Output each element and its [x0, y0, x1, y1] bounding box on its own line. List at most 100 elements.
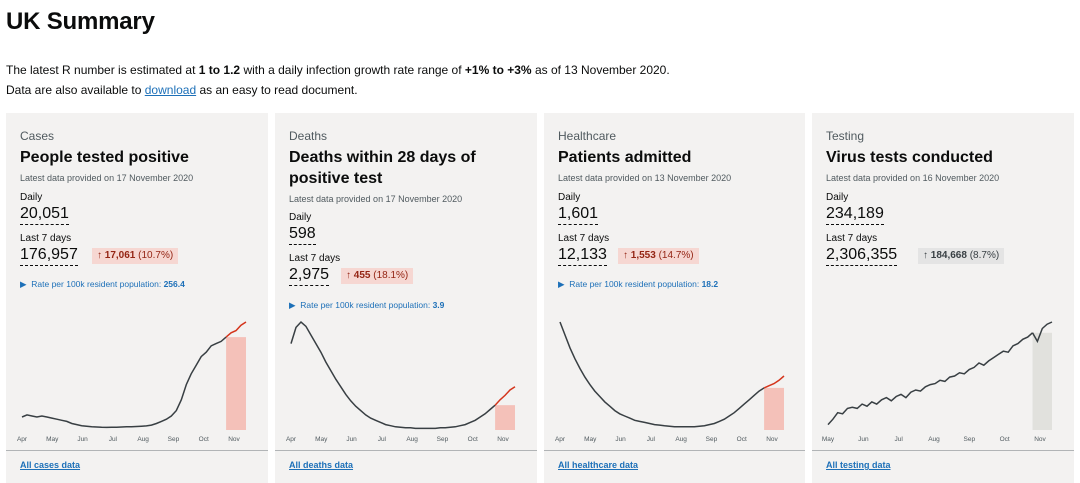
- daily-value[interactable]: 598: [289, 225, 316, 245]
- rate-value: 18.2: [701, 279, 719, 289]
- cases-sparkline: [16, 318, 252, 458]
- change-value: 455: [353, 270, 371, 281]
- change-percent: (8.7%): [969, 250, 1000, 261]
- change-percent: (18.1%): [373, 270, 409, 281]
- change-percent: (10.7%): [138, 250, 174, 261]
- daily-label: Daily: [558, 192, 581, 203]
- change-badge: ↑ 1,553 (14.7%): [618, 248, 699, 264]
- change-value: 184,668: [930, 250, 967, 261]
- month-tick-label: Sep: [705, 436, 718, 443]
- card-testing: Testing Virus tests conducted Latest dat…: [812, 113, 1074, 483]
- recent-period-band: [495, 405, 515, 430]
- month-tick-label: Apr: [285, 436, 297, 443]
- rate-value: 3.9: [432, 300, 445, 310]
- card-category: Cases: [20, 129, 55, 143]
- card-title: Virus tests conducted: [826, 149, 993, 166]
- month-tick-label: Nov: [1034, 436, 1046, 443]
- rate-toggle[interactable]: ▶ Rate per 100k resident population: 256…: [20, 279, 185, 289]
- week-value[interactable]: 2,306,355: [826, 246, 898, 266]
- rate-toggle[interactable]: ▶ Rate per 100k resident population: 3.9: [289, 300, 445, 310]
- arrow-up-icon: ↑: [623, 250, 628, 261]
- recent-series-line: [494, 386, 516, 406]
- month-tick-label: Oct: [198, 436, 209, 443]
- month-tick-label: Jun: [346, 436, 357, 443]
- intro-text-part: as of 13 November 2020.: [531, 63, 670, 77]
- latest-data-date: Latest data provided on 17 November 2020: [289, 194, 463, 204]
- week-value[interactable]: 12,133: [558, 246, 607, 266]
- growth-rate-range: +1% to +3%: [464, 63, 532, 77]
- rate-label: Rate per 100k resident population:: [300, 300, 433, 310]
- month-tick-label: Nov: [228, 436, 240, 443]
- all-cases-link[interactable]: All cases data: [20, 460, 81, 470]
- recent-series-line: [1031, 321, 1053, 344]
- latest-data-date: Latest data provided on 16 November 2020: [826, 173, 1000, 183]
- intro-text-part: The latest R number is estimated at: [6, 63, 199, 77]
- arrow-up-icon: ↑: [346, 270, 351, 281]
- page-title: UK Summary: [6, 8, 155, 35]
- month-tick-label: Jun: [615, 436, 626, 443]
- divider: [812, 450, 1074, 451]
- month-tick-label: Apr: [16, 436, 28, 443]
- all-deaths-link[interactable]: All deaths data: [289, 460, 354, 470]
- daily-label: Daily: [20, 192, 43, 203]
- week-value[interactable]: 176,957: [20, 246, 78, 266]
- download-sentence: Data are also available to download as a…: [6, 80, 670, 100]
- divider: [544, 450, 805, 451]
- month-axis: May Jun Jul Aug Sep Oct Nov: [812, 436, 1074, 448]
- month-tick-label: Jul: [646, 436, 655, 443]
- all-healthcare-link[interactable]: All healthcare data: [558, 460, 639, 470]
- daily-value[interactable]: 1,601: [558, 205, 599, 225]
- recent-period-band: [764, 387, 784, 430]
- month-tick-label: Oct: [999, 436, 1010, 443]
- month-tick-label: May: [315, 436, 328, 443]
- change-badge: ↑ 184,668 (8.7%): [918, 248, 1005, 264]
- divider: [275, 450, 537, 451]
- rate-label: Rate per 100k resident population:: [31, 279, 164, 289]
- change-percent: (14.7%): [658, 250, 694, 261]
- month-tick-label: Aug: [137, 436, 149, 443]
- month-tick-label: May: [46, 436, 59, 443]
- month-tick-label: Nov: [497, 436, 509, 443]
- month-tick-label: Nov: [766, 436, 778, 443]
- healthcare-sparkline: [554, 318, 790, 458]
- month-tick-label: May: [821, 436, 835, 443]
- change-badge: ↑ 17,061 (10.7%): [92, 248, 179, 264]
- card-title: Patients admitted: [558, 149, 692, 166]
- card-category: Testing: [826, 129, 865, 143]
- rate-toggle[interactable]: ▶ Rate per 100k resident population: 18.…: [558, 279, 719, 289]
- daily-value[interactable]: 20,051: [20, 205, 69, 225]
- r-number-sentence: The latest R number is estimated at 1 to…: [6, 60, 670, 80]
- intro-text-part: Data are also available to: [6, 83, 145, 97]
- month-tick-label: Jun: [858, 436, 869, 443]
- latest-data-date: Latest data provided on 13 November 2020: [558, 173, 732, 183]
- download-link[interactable]: download: [144, 83, 197, 97]
- all-testing-link[interactable]: All testing data: [826, 460, 891, 470]
- rate-value: 256.4: [163, 279, 185, 289]
- change-badge: ↑ 455 (18.1%): [341, 268, 414, 284]
- r-number-range: 1 to 1.2: [198, 63, 241, 77]
- intro-text-part: as an easy to read document.: [196, 83, 358, 97]
- arrow-up-icon: ↑: [923, 250, 928, 261]
- latest-data-date: Latest data provided on 17 November 2020: [20, 173, 194, 183]
- card-title: People tested positive: [20, 149, 189, 166]
- week-value[interactable]: 2,975: [289, 266, 330, 286]
- change-value: 17,061: [104, 250, 136, 261]
- month-tick-label: Oct: [736, 436, 747, 443]
- intro-text: The latest R number is estimated at 1 to…: [6, 60, 670, 100]
- month-tick-label: Sep: [963, 436, 976, 443]
- series-line: [559, 321, 765, 428]
- month-tick-label: Apr: [554, 436, 566, 443]
- testing-sparkline: [822, 318, 1058, 458]
- month-tick-label: Jun: [77, 436, 88, 443]
- card-title: Deaths within 28 days of positive test: [289, 149, 476, 187]
- daily-value[interactable]: 234,189: [826, 205, 884, 225]
- recent-period-band: [226, 337, 246, 430]
- recent-series-line: [763, 375, 785, 389]
- divider: [6, 450, 268, 451]
- deaths-sparkline: [285, 318, 521, 458]
- month-tick-label: Jul: [894, 436, 903, 443]
- recent-series-line: [225, 321, 247, 338]
- daily-label: Daily: [826, 192, 849, 203]
- card-deaths: Deaths Deaths within 28 days of positive…: [275, 113, 537, 483]
- month-tick-label: Jul: [108, 436, 117, 443]
